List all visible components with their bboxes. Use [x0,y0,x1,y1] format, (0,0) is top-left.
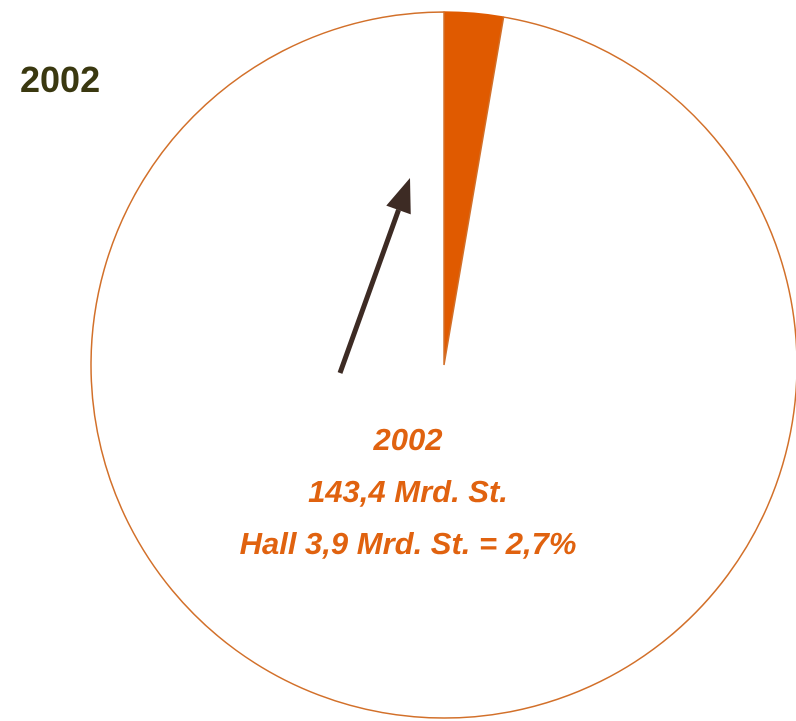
annotation-line: 2002 [373,422,443,457]
pie [90,11,796,719]
annotation-line: Hall 3,9 Mrd. St. = 2,7% [240,526,577,561]
pie-slice [90,11,796,719]
annotation-line: 143,4 Mrd. St. [308,474,508,509]
arrow-head [386,178,411,215]
chart-title: 2002 [20,59,100,100]
arrow-shaft [337,209,401,374]
